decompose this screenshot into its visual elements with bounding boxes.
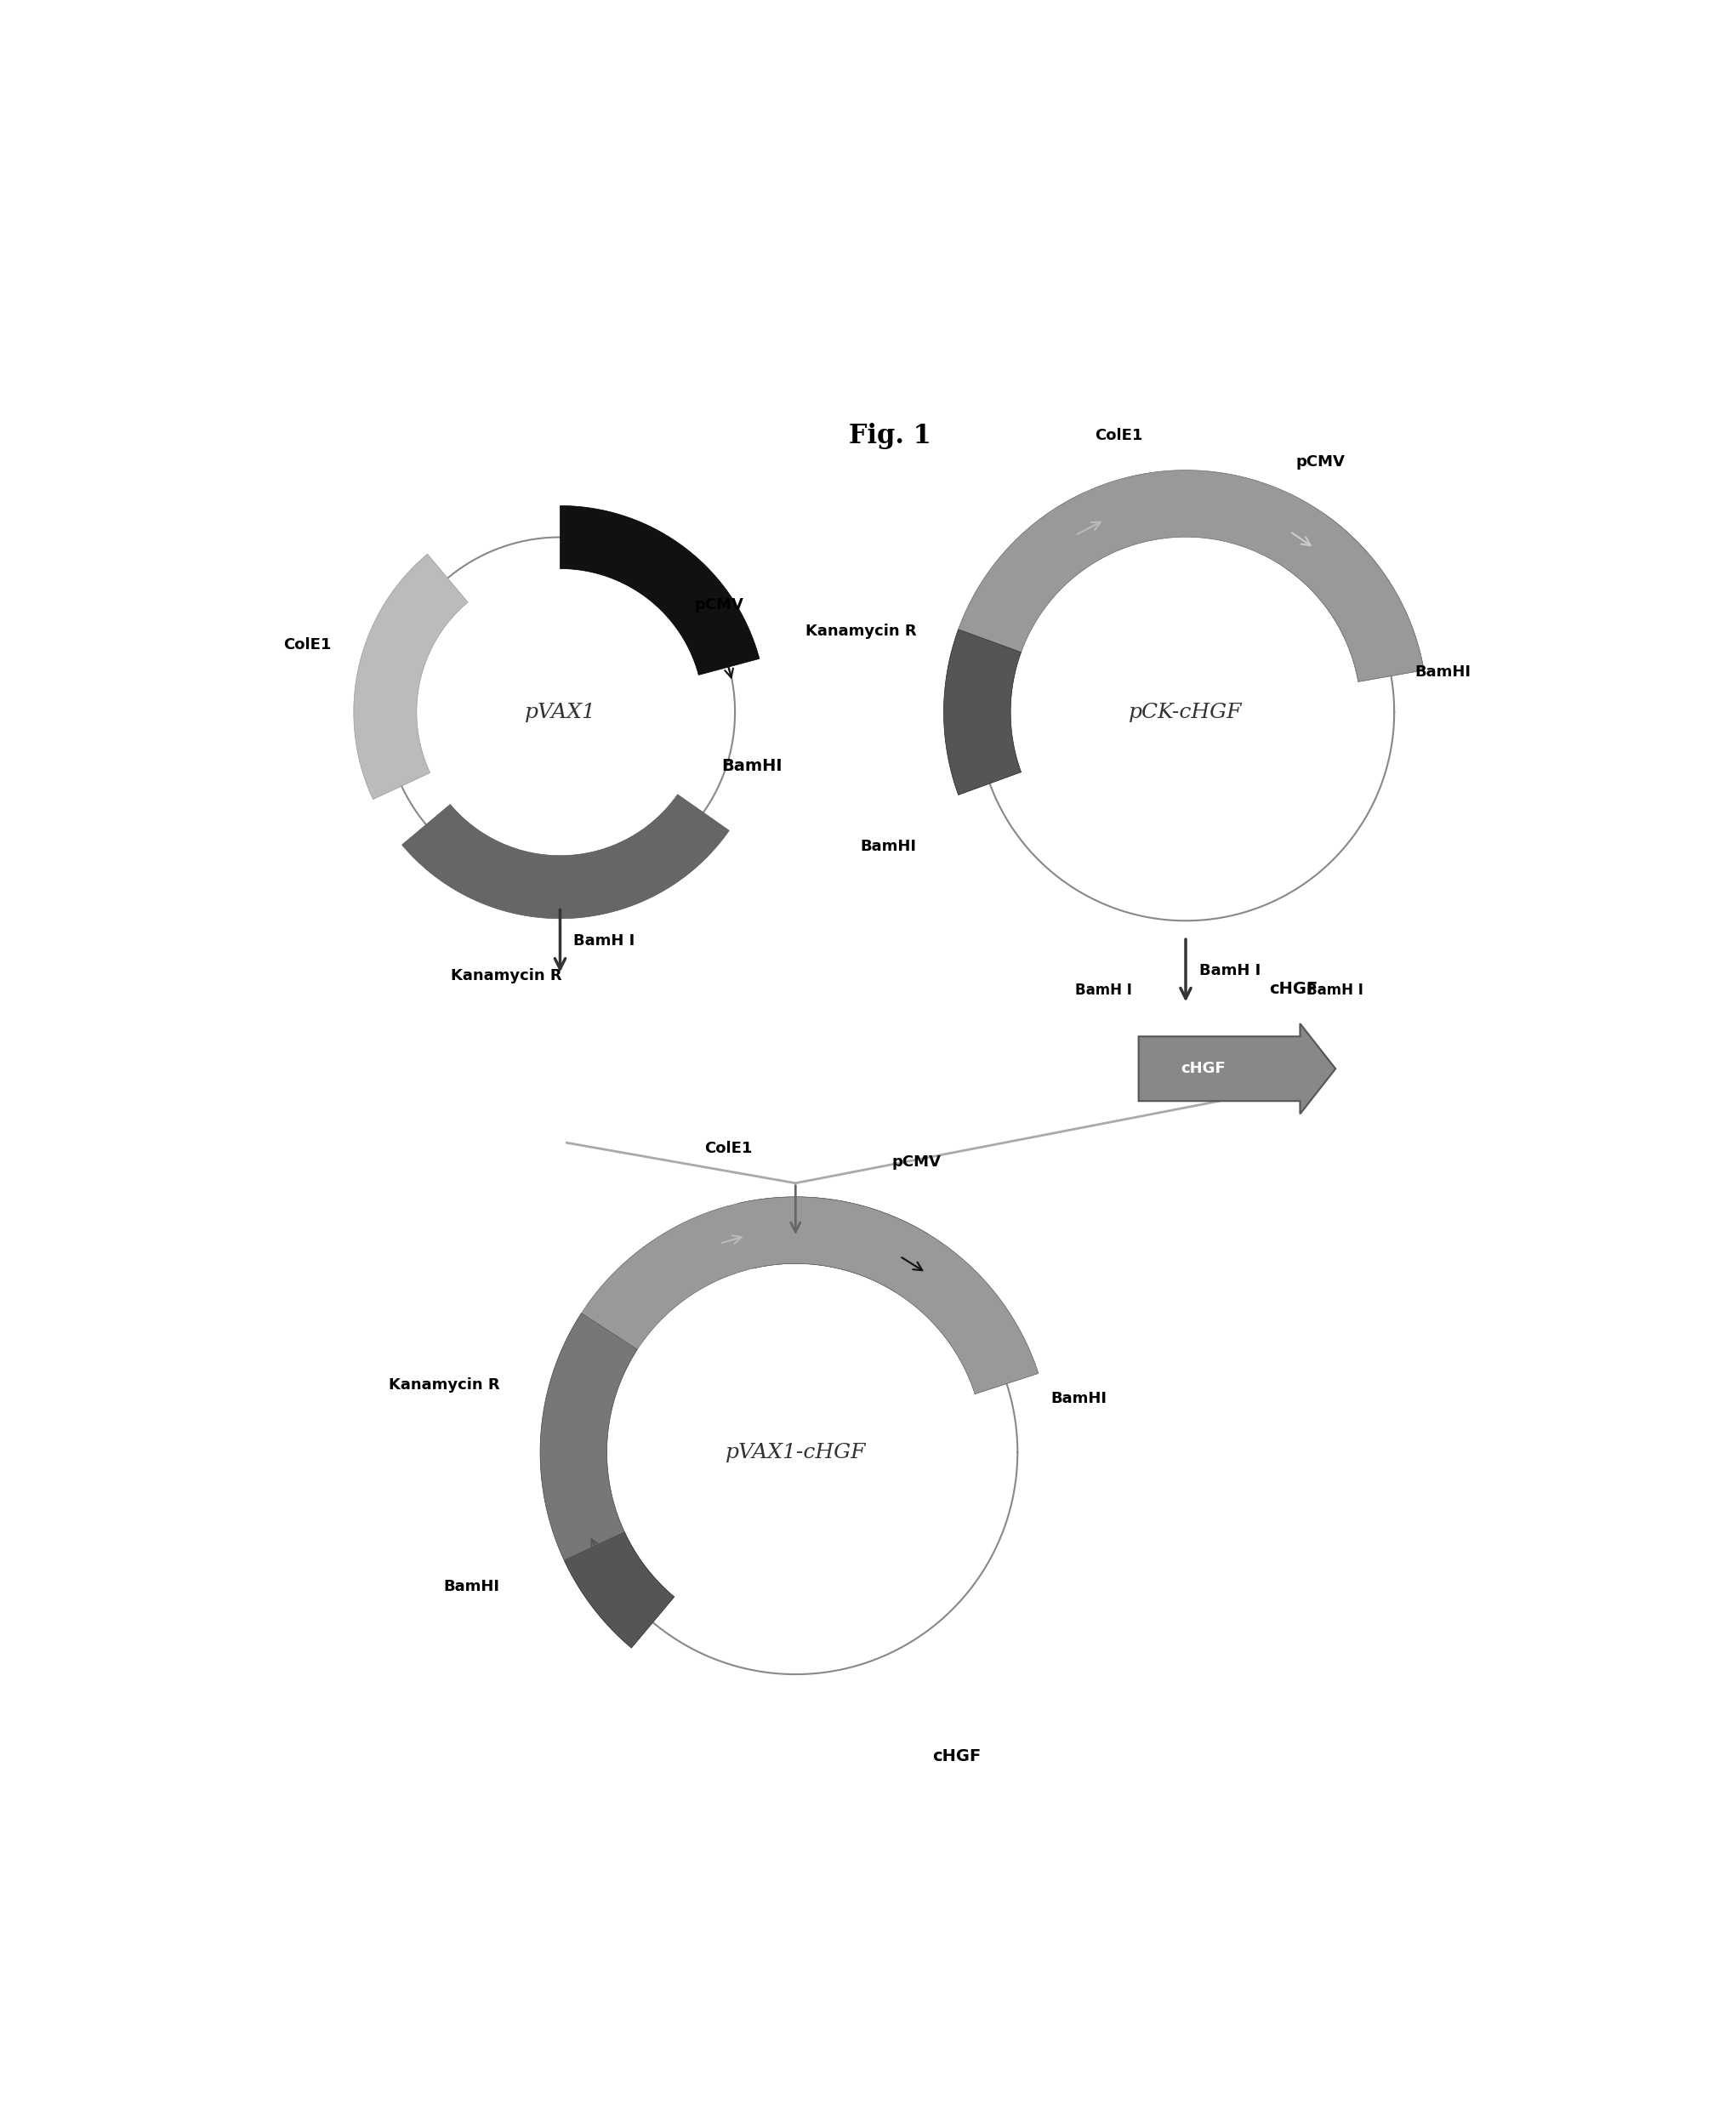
Text: BamH I: BamH I [1307, 982, 1364, 997]
Text: Kanamycin R: Kanamycin R [389, 1377, 500, 1392]
Text: pCMV: pCMV [1295, 454, 1345, 469]
Polygon shape [958, 492, 1111, 652]
Text: ColE1: ColE1 [1094, 427, 1142, 444]
Polygon shape [896, 1237, 1038, 1394]
Text: pVAX1: pVAX1 [524, 702, 595, 721]
Polygon shape [561, 505, 759, 675]
Polygon shape [354, 553, 469, 799]
Text: BamHI: BamHI [861, 839, 917, 854]
Text: pCMV: pCMV [892, 1155, 941, 1169]
Text: cHGF: cHGF [1269, 982, 1318, 997]
Text: BamHI: BamHI [1415, 665, 1470, 679]
Text: BamHI: BamHI [443, 1579, 500, 1594]
Text: BamH I: BamH I [1075, 982, 1132, 997]
Polygon shape [540, 1312, 637, 1560]
Text: Kanamycin R: Kanamycin R [806, 625, 917, 639]
Text: pCMV: pCMV [694, 597, 743, 612]
Text: ColE1: ColE1 [283, 637, 332, 652]
Text: BamHI: BamHI [1050, 1390, 1108, 1407]
Polygon shape [540, 1197, 1038, 1649]
FancyArrow shape [1139, 1024, 1335, 1115]
Text: pCK-cHGF: pCK-cHGF [1128, 702, 1243, 721]
Text: cHGF: cHGF [932, 1748, 981, 1764]
Polygon shape [738, 1197, 930, 1291]
Text: pVAX1-cHGF: pVAX1-cHGF [726, 1443, 866, 1462]
Text: ColE1: ColE1 [705, 1142, 752, 1157]
Text: Fig. 1: Fig. 1 [849, 423, 930, 450]
Polygon shape [1092, 471, 1325, 568]
Polygon shape [944, 629, 1021, 795]
Text: BamH I: BamH I [1200, 963, 1260, 978]
Polygon shape [1286, 513, 1424, 681]
Text: cHGF: cHGF [1180, 1062, 1226, 1077]
Text: BamHI: BamHI [722, 757, 783, 774]
Polygon shape [944, 471, 1424, 795]
Polygon shape [564, 1531, 674, 1649]
Polygon shape [587, 1205, 746, 1344]
Polygon shape [403, 795, 729, 919]
Text: Kanamycin R: Kanamycin R [451, 967, 562, 982]
Text: BamH I: BamH I [573, 934, 635, 948]
